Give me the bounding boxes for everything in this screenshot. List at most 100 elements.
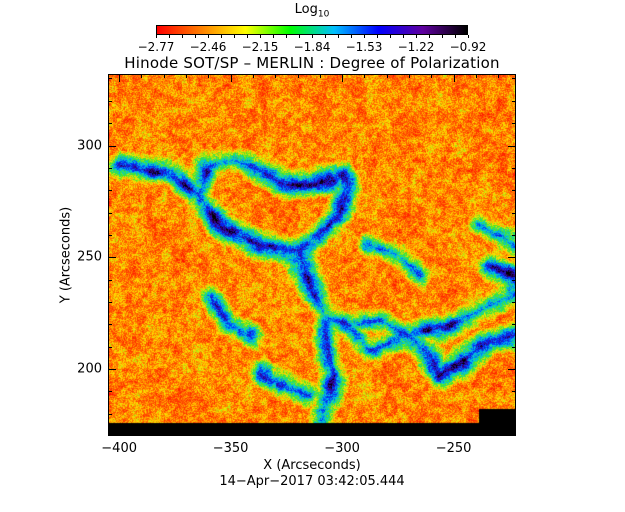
x-minor-tick	[386, 74, 388, 78]
y-minor-tick	[108, 301, 112, 303]
colorbar-tick-mark	[351, 35, 352, 38]
y-minor-tick	[108, 368, 112, 370]
x-tick-label: −300	[324, 441, 360, 456]
y-minor-tick	[512, 413, 516, 415]
x-minor-tick	[208, 432, 210, 436]
colorbar-tick-label: −1.22	[397, 40, 435, 54]
y-minor-tick	[512, 212, 516, 214]
colorbar-tick-mark	[156, 35, 157, 38]
y-minor-tick	[512, 190, 516, 192]
x-minor-tick	[431, 74, 433, 78]
colorbar-tick-mark	[390, 35, 391, 38]
colorbar-tick-mark	[312, 35, 313, 38]
x-minor-tick	[319, 74, 321, 78]
x-major-tick	[342, 74, 344, 82]
y-minor-tick	[512, 100, 516, 102]
colorbar-tick-mark	[442, 35, 443, 38]
x-minor-tick	[141, 74, 143, 78]
colorbar-tick-mark	[403, 35, 404, 38]
x-minor-tick	[386, 432, 388, 436]
x-minor-tick	[119, 432, 121, 436]
colorbar-tick-mark	[455, 35, 456, 38]
x-axis-label: X (Arcseconds)	[263, 458, 361, 473]
x-minor-tick	[275, 432, 277, 436]
polarization-map	[108, 74, 516, 436]
y-tick-label: 250	[77, 249, 102, 265]
x-minor-tick	[208, 74, 210, 78]
y-major-tick	[108, 257, 116, 259]
colorbar-tick-mark	[468, 35, 469, 38]
colorbar-tick-label: −1.84	[293, 40, 331, 54]
x-minor-tick	[141, 432, 143, 436]
colorbar-tick-mark	[195, 35, 196, 38]
y-tick-label: 300	[77, 138, 102, 153]
colorbar-tick-label: −2.77	[137, 40, 175, 54]
plot-title: Hinode SOT/SP – MERLIN : Degree of Polar…	[124, 54, 500, 72]
y-minor-tick	[512, 123, 516, 125]
x-minor-tick	[475, 74, 477, 78]
colorbar-tick-mark	[416, 35, 417, 38]
x-minor-tick	[453, 432, 455, 436]
y-minor-tick	[108, 100, 112, 102]
x-minor-tick	[498, 74, 500, 78]
colorbar-tick-mark	[325, 35, 326, 38]
colorbar-tick-mark	[338, 35, 339, 38]
y-minor-tick	[512, 234, 516, 236]
y-minor-tick	[512, 324, 516, 326]
x-minor-tick	[230, 74, 232, 78]
x-minor-tick	[453, 74, 455, 78]
colorbar-tick-mark	[364, 35, 365, 38]
y-minor-tick	[108, 145, 112, 147]
x-minor-tick	[364, 432, 366, 436]
y-minor-tick	[512, 167, 516, 169]
x-minor-tick	[252, 432, 254, 436]
x-minor-tick	[408, 432, 410, 436]
x-tick-label: −400	[101, 441, 137, 456]
y-minor-tick	[512, 391, 516, 393]
x-minor-tick	[186, 74, 188, 78]
y-major-tick	[108, 145, 116, 147]
colorbar-tick-mark	[260, 35, 261, 38]
y-minor-tick	[108, 234, 112, 236]
colorbar-tick-mark	[182, 35, 183, 38]
x-minor-tick	[297, 74, 299, 78]
y-tick-label: 200	[77, 361, 102, 377]
y-minor-tick	[512, 368, 516, 370]
y-minor-tick	[108, 123, 112, 125]
y-minor-tick	[512, 257, 516, 259]
x-minor-tick	[252, 74, 254, 78]
x-minor-tick	[163, 432, 165, 436]
y-minor-tick	[512, 279, 516, 281]
polarization-image	[109, 75, 515, 435]
colorbar-tick-label: −0.92	[449, 40, 487, 54]
y-major-tick	[108, 368, 116, 370]
y-minor-tick	[512, 78, 516, 80]
colorbar-tick-mark	[208, 35, 209, 38]
x-minor-tick	[342, 74, 344, 78]
colorbar-tick-mark	[286, 35, 287, 38]
colorbar-title: Log10	[294, 2, 330, 20]
colorbar-tick-mark	[299, 35, 300, 38]
x-minor-tick	[319, 432, 321, 436]
x-minor-tick	[475, 432, 477, 436]
colorbar-tick-mark	[429, 35, 430, 38]
colorbar-tick-mark	[273, 35, 274, 38]
y-axis-label: Y (Arcseconds)	[58, 206, 74, 304]
y-minor-tick	[512, 301, 516, 303]
x-major-tick	[453, 74, 455, 82]
x-minor-tick	[119, 74, 121, 78]
colorbar-tick-label: −2.15	[241, 40, 279, 54]
x-minor-tick	[431, 432, 433, 436]
colorbar-tick-mark	[377, 35, 378, 38]
y-minor-tick	[512, 346, 516, 348]
x-major-tick	[119, 74, 121, 82]
y-minor-tick	[108, 257, 112, 259]
colorbar-tick-mark	[247, 35, 248, 38]
y-minor-tick	[108, 324, 112, 326]
x-tick-label: −250	[435, 441, 472, 456]
colorbar-tick-label: −2.46	[189, 40, 227, 54]
x-minor-tick	[342, 432, 344, 436]
colorbar	[156, 25, 468, 35]
y-minor-tick	[108, 279, 112, 281]
y-minor-tick	[108, 190, 112, 192]
